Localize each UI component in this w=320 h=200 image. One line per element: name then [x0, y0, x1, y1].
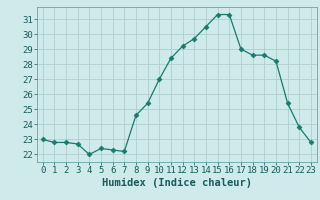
- X-axis label: Humidex (Indice chaleur): Humidex (Indice chaleur): [102, 178, 252, 188]
